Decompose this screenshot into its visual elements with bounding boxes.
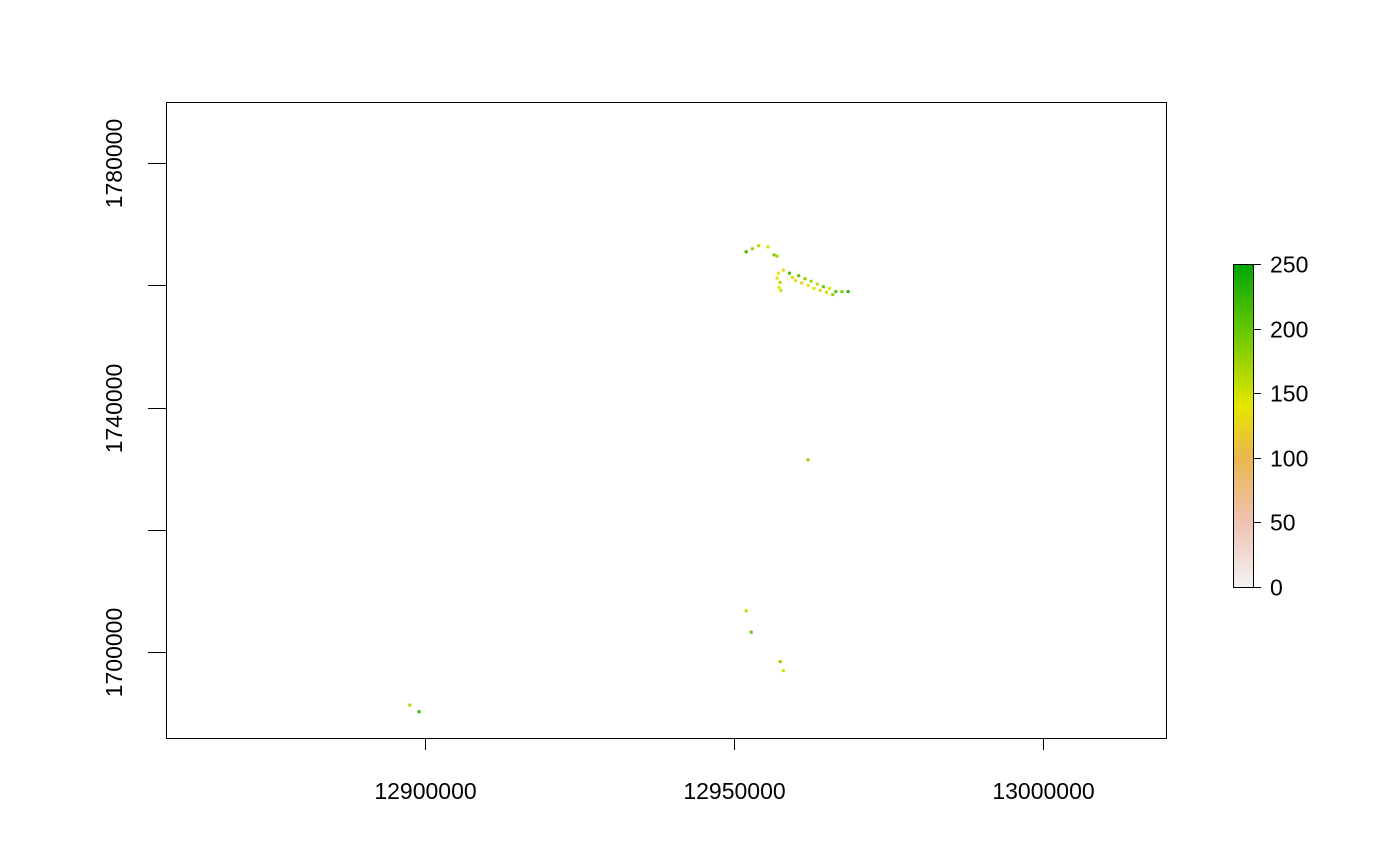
raster-cell xyxy=(757,244,761,248)
raster-cell xyxy=(766,245,770,249)
raster-cell xyxy=(775,254,779,258)
raster-cell xyxy=(846,290,850,294)
legend-frame xyxy=(1233,264,1254,588)
raster-cell xyxy=(825,290,828,294)
raster-cell xyxy=(818,288,822,292)
raster-cell xyxy=(806,284,810,287)
legend-tick-label: 100 xyxy=(1270,446,1308,472)
raster-cell xyxy=(797,274,801,278)
legend-tick-label: 50 xyxy=(1270,510,1296,536)
raster-cell xyxy=(779,288,783,292)
raster-cell xyxy=(776,271,780,275)
legend-ticks: 0 50 100 150 200 250 xyxy=(1253,252,1308,601)
raster-cell xyxy=(781,268,785,272)
raster-cell xyxy=(744,250,748,254)
raster-cell xyxy=(834,290,838,294)
raster-cell xyxy=(788,271,791,275)
raster-cell xyxy=(821,285,825,289)
raster-cell xyxy=(815,282,819,286)
legend-tick-label: 200 xyxy=(1270,317,1308,343)
x-axis: 12900000 12950000 13000000 xyxy=(374,738,1095,804)
raster-cell xyxy=(772,253,776,257)
raster-cell xyxy=(749,630,753,634)
y-axis: 1700000 1740000 1780000 xyxy=(101,119,167,698)
y-tick-label: 1740000 xyxy=(101,364,127,454)
raster-cell xyxy=(778,280,782,284)
raster-cells xyxy=(408,244,850,714)
raster-cell xyxy=(809,279,813,283)
raster-cell xyxy=(744,609,748,613)
raster-cell xyxy=(791,276,794,279)
legend-tick-label: 0 xyxy=(1270,575,1283,601)
plot-area xyxy=(166,102,1167,739)
raster-cell xyxy=(750,247,754,251)
raster-cell xyxy=(794,279,798,283)
y-tick-label: 1780000 xyxy=(101,119,127,209)
legend-color-bar xyxy=(1233,264,1253,587)
raster-cell xyxy=(778,660,782,664)
raster-cell xyxy=(800,281,804,285)
raster-cell xyxy=(840,290,844,294)
x-tick-label: 13000000 xyxy=(992,778,1094,804)
x-tick-label: 12900000 xyxy=(374,778,476,804)
raster-cell xyxy=(803,277,807,281)
raster-cell xyxy=(831,293,835,297)
raster-cell xyxy=(828,287,832,290)
raster-cell xyxy=(806,458,810,462)
plot-frame xyxy=(166,102,1167,739)
raster-cell xyxy=(777,285,781,289)
y-tick-label: 1700000 xyxy=(101,608,127,698)
raster-cell xyxy=(781,669,785,673)
color-legend: 0 50 100 150 200 250 xyxy=(1233,252,1308,601)
legend-tick-label: 150 xyxy=(1270,381,1308,407)
raster-cell xyxy=(812,287,816,290)
raster-cell xyxy=(775,276,779,280)
raster-cell xyxy=(408,703,412,707)
legend-tick-label: 250 xyxy=(1270,252,1308,278)
raster-cell xyxy=(417,710,421,714)
x-tick-label: 12950000 xyxy=(683,778,785,804)
